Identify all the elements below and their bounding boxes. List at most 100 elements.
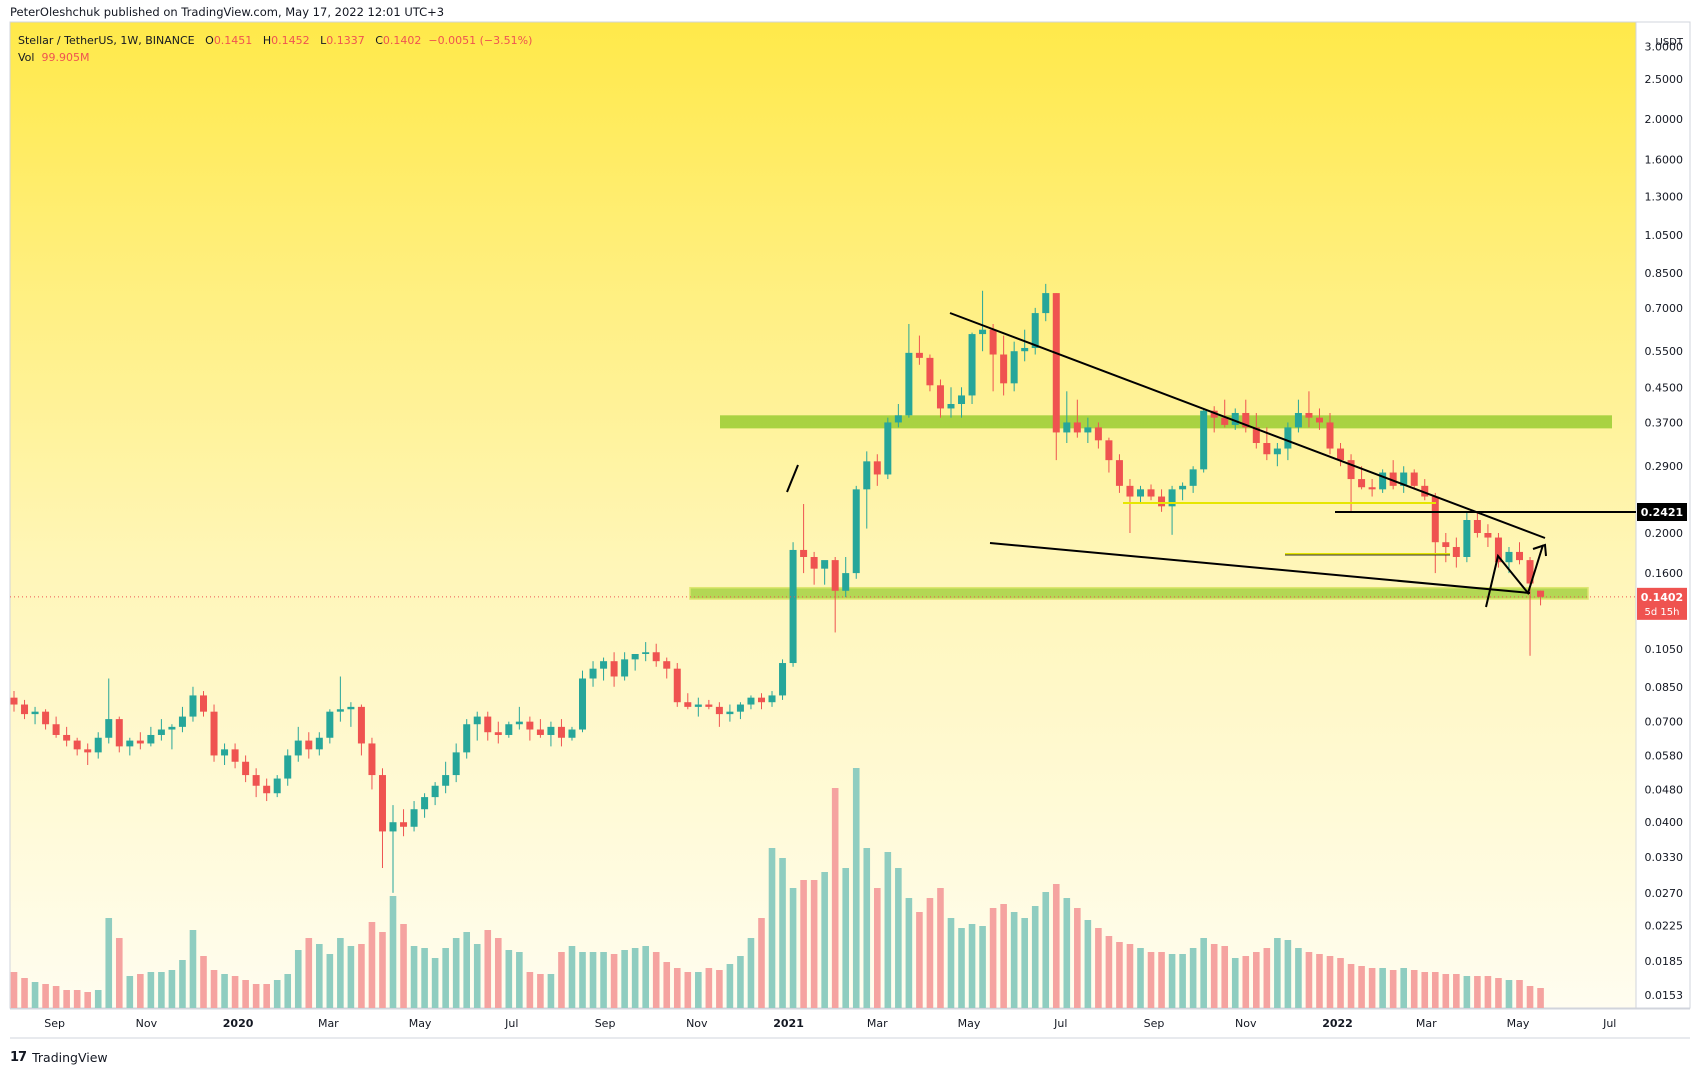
candle-body — [105, 719, 113, 738]
candle-body — [852, 489, 860, 574]
volume-bar — [1063, 898, 1071, 1008]
price-tick-label: 2.0000 — [1645, 113, 1684, 126]
candle-body — [726, 711, 734, 715]
support-zone — [689, 586, 1589, 600]
price-tick-label: 0.0700 — [1645, 716, 1684, 729]
candle-body — [1337, 448, 1345, 461]
volume-bar — [716, 970, 723, 1008]
volume-bar — [210, 970, 218, 1008]
volume-bar — [610, 954, 618, 1008]
volume-bar — [168, 970, 176, 1008]
candle-body — [1179, 485, 1187, 490]
trend-drawings — [10, 312, 1636, 608]
volume-bar — [673, 968, 681, 1008]
symbol-legend[interactable]: Stellar / TetherUS, 1W, BINANCE O0.1451 … — [18, 34, 532, 47]
time-axis: Sep Nov 2020 Mar May Jul Sep Nov 2021 Mar May Jul Se… — [44, 1017, 1616, 1030]
volume-bar — [1421, 972, 1429, 1008]
chart-background — [9, 21, 1637, 1009]
candle-body — [1526, 560, 1534, 584]
price-tick-label: 0.0185 — [1645, 955, 1684, 968]
volume-bar — [1305, 952, 1313, 1008]
volume-bar — [1168, 954, 1176, 1008]
candle-body — [579, 678, 587, 730]
volume-label: Vol — [18, 51, 35, 64]
volume-bar — [1326, 956, 1334, 1008]
volume-bar — [789, 888, 797, 1008]
volume-bar — [1295, 948, 1302, 1008]
candle-body — [1115, 460, 1123, 486]
volume-bar — [421, 948, 428, 1008]
candle-body — [1136, 489, 1144, 497]
candle-body — [168, 726, 176, 730]
candle-body — [1347, 460, 1355, 480]
candle-body — [1473, 520, 1481, 533]
volume-bar — [1074, 908, 1081, 1008]
volume-bar — [568, 946, 576, 1008]
volume-bar — [652, 952, 660, 1008]
volume-bar — [1505, 980, 1513, 1008]
candle-body — [610, 661, 618, 677]
candle-body — [336, 709, 344, 712]
candle-body — [347, 706, 355, 710]
candle-body — [210, 711, 218, 756]
last-price-label: 0.1402 — [1641, 591, 1683, 604]
candle-body — [1516, 551, 1524, 561]
low-value: 0.1337 — [326, 34, 365, 47]
candle-body — [73, 740, 81, 750]
price-tick-label: 0.2000 — [1645, 527, 1684, 540]
volume-bar — [273, 980, 281, 1008]
tradingview-logo-icon: 17 — [10, 1050, 27, 1065]
tradingview-footer[interactable]: 17 TradingView — [10, 1050, 108, 1065]
candle-body — [747, 697, 755, 705]
candle-body — [1021, 347, 1029, 352]
candle-body — [1294, 412, 1302, 428]
candle-body — [600, 661, 608, 669]
candle-body — [463, 724, 471, 753]
candle-body — [1368, 487, 1376, 490]
volume-bar — [263, 984, 270, 1008]
volume-bar — [810, 880, 818, 1008]
low-label: L — [320, 34, 327, 47]
high-value: 0.1452 — [271, 34, 310, 47]
volume-bar — [284, 974, 292, 1008]
candle-body — [63, 734, 71, 741]
price-tick-label: 0.4500 — [1645, 381, 1684, 394]
candle-body — [1452, 547, 1460, 557]
volume-bar — [663, 962, 671, 1008]
candle-body — [568, 729, 576, 738]
price-tick-label: 0.3700 — [1645, 416, 1684, 429]
time-tick-label: May — [409, 1017, 432, 1030]
candle-body — [1000, 354, 1008, 384]
candle-body — [294, 740, 302, 756]
candle-body — [484, 716, 492, 733]
candle-body — [315, 737, 323, 750]
volume-bar — [147, 972, 155, 1008]
volume-bar — [494, 938, 502, 1008]
candle-body — [905, 352, 913, 416]
volume-bar — [94, 990, 102, 1008]
candle-body — [1389, 472, 1397, 486]
price-tick-label: 0.0225 — [1645, 920, 1684, 933]
volume-bar — [579, 952, 586, 1008]
volume-bars — [10, 768, 1544, 1008]
candle-body — [231, 749, 239, 762]
volume-bar — [347, 946, 355, 1008]
price-tick-label: 1.6000 — [1645, 153, 1684, 166]
candle-body — [873, 461, 881, 475]
volume-bar — [1031, 906, 1039, 1008]
candle-body — [410, 809, 418, 827]
candle-body — [736, 704, 744, 712]
volume-bar — [337, 938, 344, 1008]
candle-body — [442, 775, 450, 786]
volume-bar — [358, 944, 365, 1008]
price-axis: 3.0000 2.5000 2.0000 1.6000 1.3000 1.0500 0.85… — [1645, 37, 1684, 1002]
candle-body — [1094, 427, 1102, 441]
candle-body — [284, 755, 292, 779]
volume-bar — [484, 930, 492, 1008]
descending-trendline — [949, 312, 1546, 539]
volume-bar — [1253, 952, 1260, 1008]
time-tick-label: Sep — [1144, 1017, 1165, 1030]
volume-legend[interactable]: Vol 99.905M — [18, 51, 89, 64]
symbol-name: Stellar / TetherUS, 1W, BINANCE — [18, 34, 195, 47]
